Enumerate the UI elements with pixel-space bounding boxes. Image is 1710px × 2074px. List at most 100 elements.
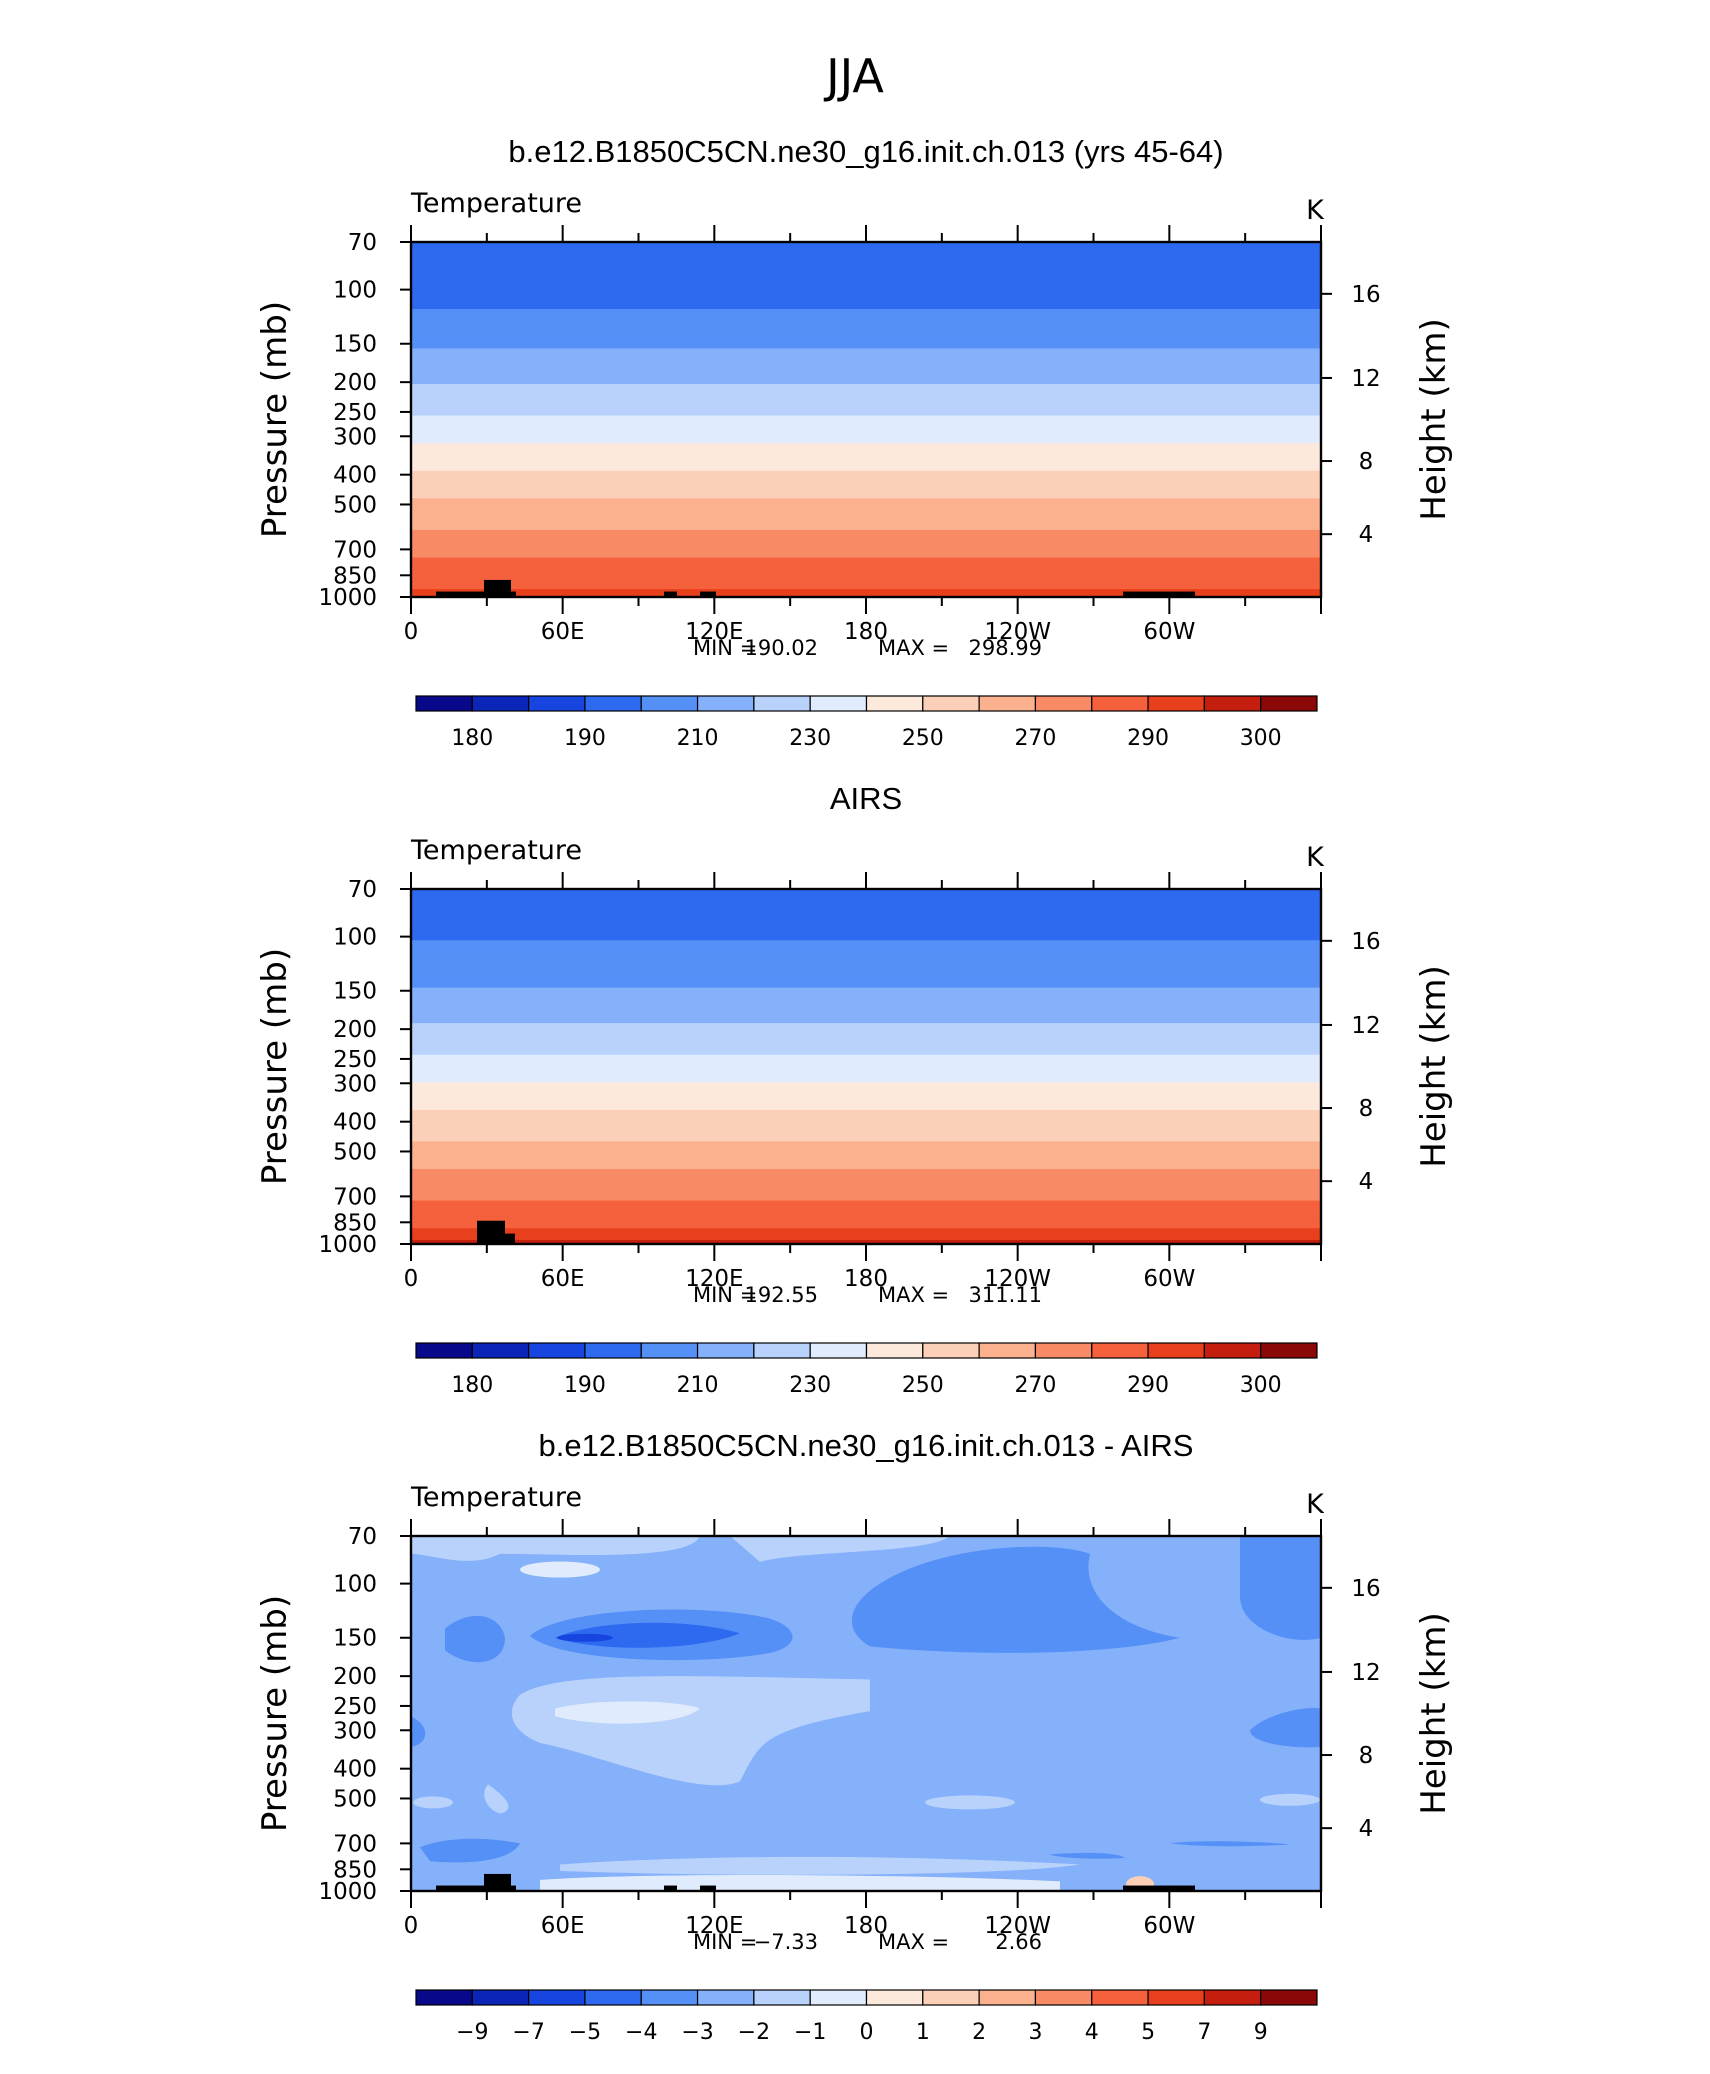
contour-band	[411, 533, 1321, 539]
min-label: MIN =	[693, 1283, 757, 1307]
contour-band	[411, 1165, 1321, 1170]
contour-band	[411, 1003, 1321, 1008]
colorbar-label: 250	[902, 726, 944, 751]
min-value: −7.33	[754, 1930, 818, 1954]
colorbar-swatch	[471, 1989, 530, 2006]
height-tick-label: 16	[1351, 1576, 1380, 1602]
contour-band	[411, 952, 1321, 957]
contour-band	[411, 1161, 1321, 1166]
pressure-tick-label: 850	[333, 1857, 377, 1883]
colorbar-label: 2	[972, 2020, 986, 2045]
contour-band	[411, 281, 1321, 286]
contour-band	[411, 1094, 1321, 1099]
colorbar-swatch	[753, 1989, 811, 2006]
pressure-tick-label: 100	[333, 278, 377, 304]
contour-band	[411, 261, 1321, 267]
colorbar-label: −2	[738, 2020, 770, 2045]
colorbar-swatch	[865, 1989, 924, 2006]
colorbar-swatch	[696, 695, 755, 712]
colorbar-label: 5	[1141, 2020, 1155, 2045]
pressure-tick-label: 500	[333, 1786, 377, 1812]
contour-band	[411, 297, 1321, 302]
contour-band	[411, 1716, 426, 1747]
colorbar-label: 0	[860, 2020, 874, 2045]
contour-band	[411, 557, 1321, 563]
max-value: 311.11	[969, 1283, 1042, 1307]
lon-tick-label: 120E	[685, 1913, 743, 1939]
contour-band	[411, 352, 1321, 357]
figure-title: JJA	[823, 49, 884, 103]
max-label: MAX =	[878, 636, 949, 660]
colorbar-swatch	[1203, 1342, 1262, 1359]
contour-band	[411, 581, 1321, 586]
pressure-tick-label: 250	[333, 1694, 377, 1720]
colorbar-label: 210	[677, 1373, 719, 1398]
panel-3: b.e12.B1850C5CN.ne30_g16.init.ch.013 - A…	[255, 1428, 1454, 2045]
pressure-axis-title: Pressure (mb)	[255, 948, 295, 1185]
contour-band	[520, 1561, 600, 1578]
lon-tick-label: 0	[404, 619, 419, 645]
contour-band	[411, 1208, 1321, 1214]
contour-band	[411, 490, 1321, 496]
lon-tick-label: 120E	[685, 1266, 743, 1292]
height-tick-label: 16	[1351, 929, 1380, 955]
height-tick-label: 12	[1351, 1013, 1380, 1039]
colorbar-swatch	[922, 695, 980, 712]
contour-band	[411, 364, 1321, 369]
height-tick-label: 12	[1351, 1660, 1380, 1686]
min-label: MIN =	[693, 1930, 757, 1954]
contour-band	[411, 455, 1321, 460]
contour-band	[411, 360, 1321, 365]
lon-tick-label: 60E	[541, 1266, 585, 1292]
contour-band	[411, 912, 1321, 918]
pressure-tick-label: 700	[333, 1184, 377, 1210]
panel-title: b.e12.B1850C5CN.ne30_g16.init.ch.013 - A…	[539, 1428, 1194, 1463]
pressure-tick-label: 300	[333, 1718, 377, 1744]
contour-band	[411, 932, 1321, 937]
contour-band	[411, 1236, 1321, 1241]
colorbar-swatch	[415, 1342, 473, 1359]
panels: b.e12.B1850C5CN.ne30_g16.init.ch.013 (yr…	[255, 134, 1454, 2045]
contour-band	[411, 1019, 1321, 1024]
contour-band	[730, 1536, 950, 1562]
contour-band	[411, 565, 1321, 570]
topography-mask	[664, 1885, 677, 1891]
lon-tick-label: 60W	[1143, 1913, 1195, 1939]
contour-band	[411, 466, 1321, 472]
contour-band	[411, 589, 1321, 594]
contour-band	[411, 1121, 1321, 1127]
contour-band	[411, 289, 1321, 294]
contour-band	[411, 285, 1321, 290]
lon-tick-label: 180	[844, 1913, 888, 1939]
contour-band	[411, 1042, 1321, 1048]
topography-mask	[477, 1220, 505, 1244]
contour-band	[560, 1856, 1080, 1875]
contour-band	[411, 1153, 1321, 1158]
contour-band	[411, 1536, 700, 1561]
contour-band	[411, 368, 1321, 373]
colorbar-label: 9	[1254, 2020, 1268, 2045]
contour-band	[411, 340, 1321, 346]
colorbar-swatch	[865, 1342, 924, 1359]
pressure-tick-label: 150	[333, 332, 377, 358]
units-label: K	[1306, 195, 1325, 226]
pressure-tick-label: 1000	[318, 1232, 377, 1258]
colorbar-swatch	[471, 695, 530, 712]
contour-band	[411, 1086, 1321, 1091]
contour-band	[411, 242, 1321, 247]
contour-band	[411, 545, 1321, 551]
contour-band	[411, 309, 1321, 314]
contour-field	[411, 242, 1321, 597]
max-value: 2.66	[995, 1930, 1042, 1954]
colorbar-swatch	[640, 1342, 699, 1359]
colorbar-swatch	[809, 695, 868, 712]
pressure-tick-label: 400	[333, 1757, 377, 1783]
contour-field	[411, 889, 1321, 1244]
contour-band	[411, 1011, 1321, 1016]
colorbar-label: 230	[789, 726, 831, 751]
pressure-tick-label: 850	[333, 563, 377, 589]
colorbar-swatch	[415, 695, 473, 712]
pressure-tick-label: 250	[333, 400, 377, 426]
contour-band	[411, 896, 1321, 902]
contour-band	[411, 585, 1321, 590]
